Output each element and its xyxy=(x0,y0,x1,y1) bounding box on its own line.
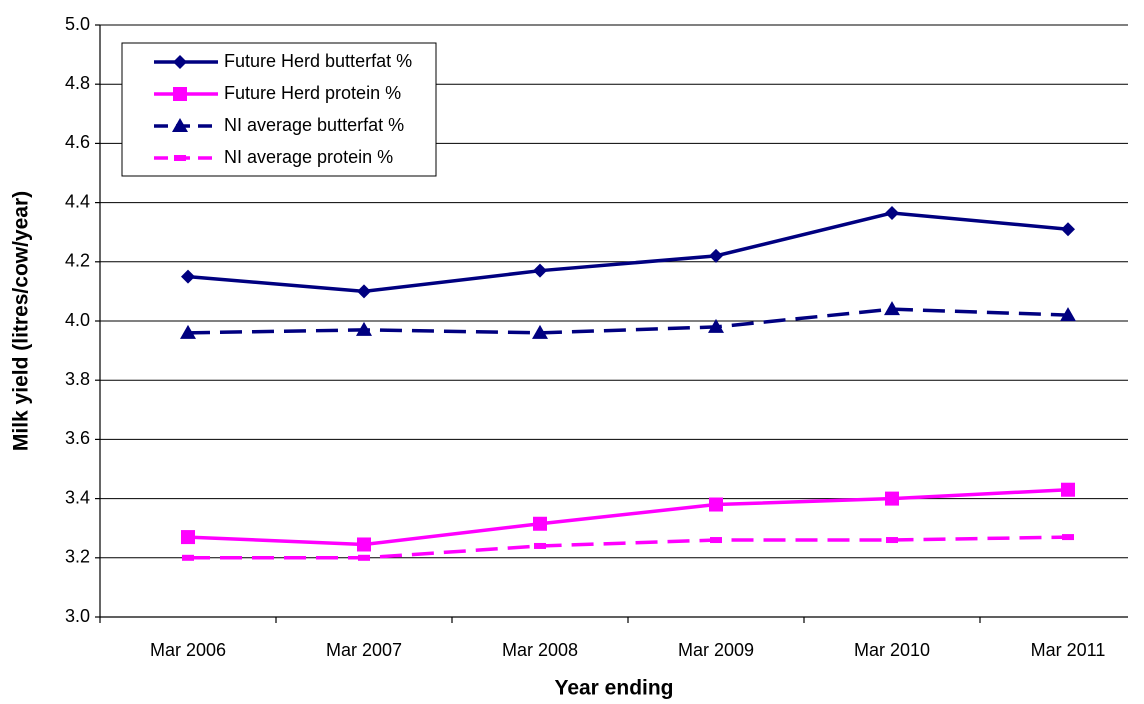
series-line xyxy=(187,487,1069,547)
marker xyxy=(709,248,723,263)
y-tick-label: 4.8 xyxy=(65,73,90,93)
marker xyxy=(181,530,195,545)
legend-label: Future Herd protein % xyxy=(224,83,401,103)
y-tick-label: 4.2 xyxy=(65,251,90,271)
legend-label: NI average protein % xyxy=(224,147,393,167)
y-tick-label: 3.8 xyxy=(65,369,90,389)
legend-box xyxy=(121,42,437,177)
y-tick-label: 4.4 xyxy=(65,191,90,211)
x-tick-label: Mar 2007 xyxy=(326,640,402,660)
series xyxy=(181,205,1075,299)
marker xyxy=(1062,534,1074,541)
y-tick-label: 5.0 xyxy=(65,14,90,34)
y-tick-label: 3.6 xyxy=(65,428,90,448)
series xyxy=(181,482,1075,552)
y-tick-label: 3.4 xyxy=(65,487,90,507)
marker xyxy=(885,205,899,220)
x-tick-label: Mar 2009 xyxy=(678,640,754,660)
marker xyxy=(1061,222,1075,237)
y-tick-label: 3.2 xyxy=(65,547,90,567)
marker xyxy=(886,537,898,544)
series-line xyxy=(188,535,1069,560)
series-line xyxy=(187,307,1069,335)
y-axis-title: Milk yield (litres/cow/year) xyxy=(10,191,33,451)
x-tick-label: Mar 2011 xyxy=(1031,640,1106,660)
marker xyxy=(710,537,722,544)
legend-marker xyxy=(174,155,186,161)
series-line xyxy=(187,211,1069,294)
marker xyxy=(356,321,372,336)
marker xyxy=(1060,307,1076,322)
x-axis-title: Year ending xyxy=(554,677,673,700)
marker xyxy=(180,324,196,339)
marker xyxy=(182,554,194,561)
y-tick-label: 3.0 xyxy=(65,606,90,626)
marker xyxy=(1061,482,1075,497)
legend-marker xyxy=(173,55,187,69)
y-tick-label: 4.0 xyxy=(65,310,90,330)
marker xyxy=(358,554,370,561)
marker xyxy=(884,301,900,316)
x-tick-label: Mar 2010 xyxy=(854,640,930,660)
marker xyxy=(532,324,548,339)
marker xyxy=(709,497,723,512)
legend: Future Herd butterfat % Future Herd prote… xyxy=(121,42,437,177)
x-tick-label: Mar 2006 xyxy=(150,640,226,660)
legend-label: Future Herd butterfat % xyxy=(224,51,412,71)
legend-marker xyxy=(172,118,188,132)
marker xyxy=(533,516,547,531)
marker xyxy=(885,491,899,506)
legend-marker xyxy=(173,87,187,101)
series xyxy=(180,301,1076,339)
marker xyxy=(357,284,371,299)
x-tick-label: Mar 2008 xyxy=(502,640,578,660)
legend-label: NI average butterfat % xyxy=(224,115,404,135)
marker xyxy=(181,269,195,284)
y-tick-label: 4.6 xyxy=(65,132,90,152)
marker xyxy=(533,263,547,278)
marker xyxy=(357,537,371,552)
series xyxy=(182,534,1074,561)
marker xyxy=(534,542,546,549)
marker xyxy=(708,318,724,333)
